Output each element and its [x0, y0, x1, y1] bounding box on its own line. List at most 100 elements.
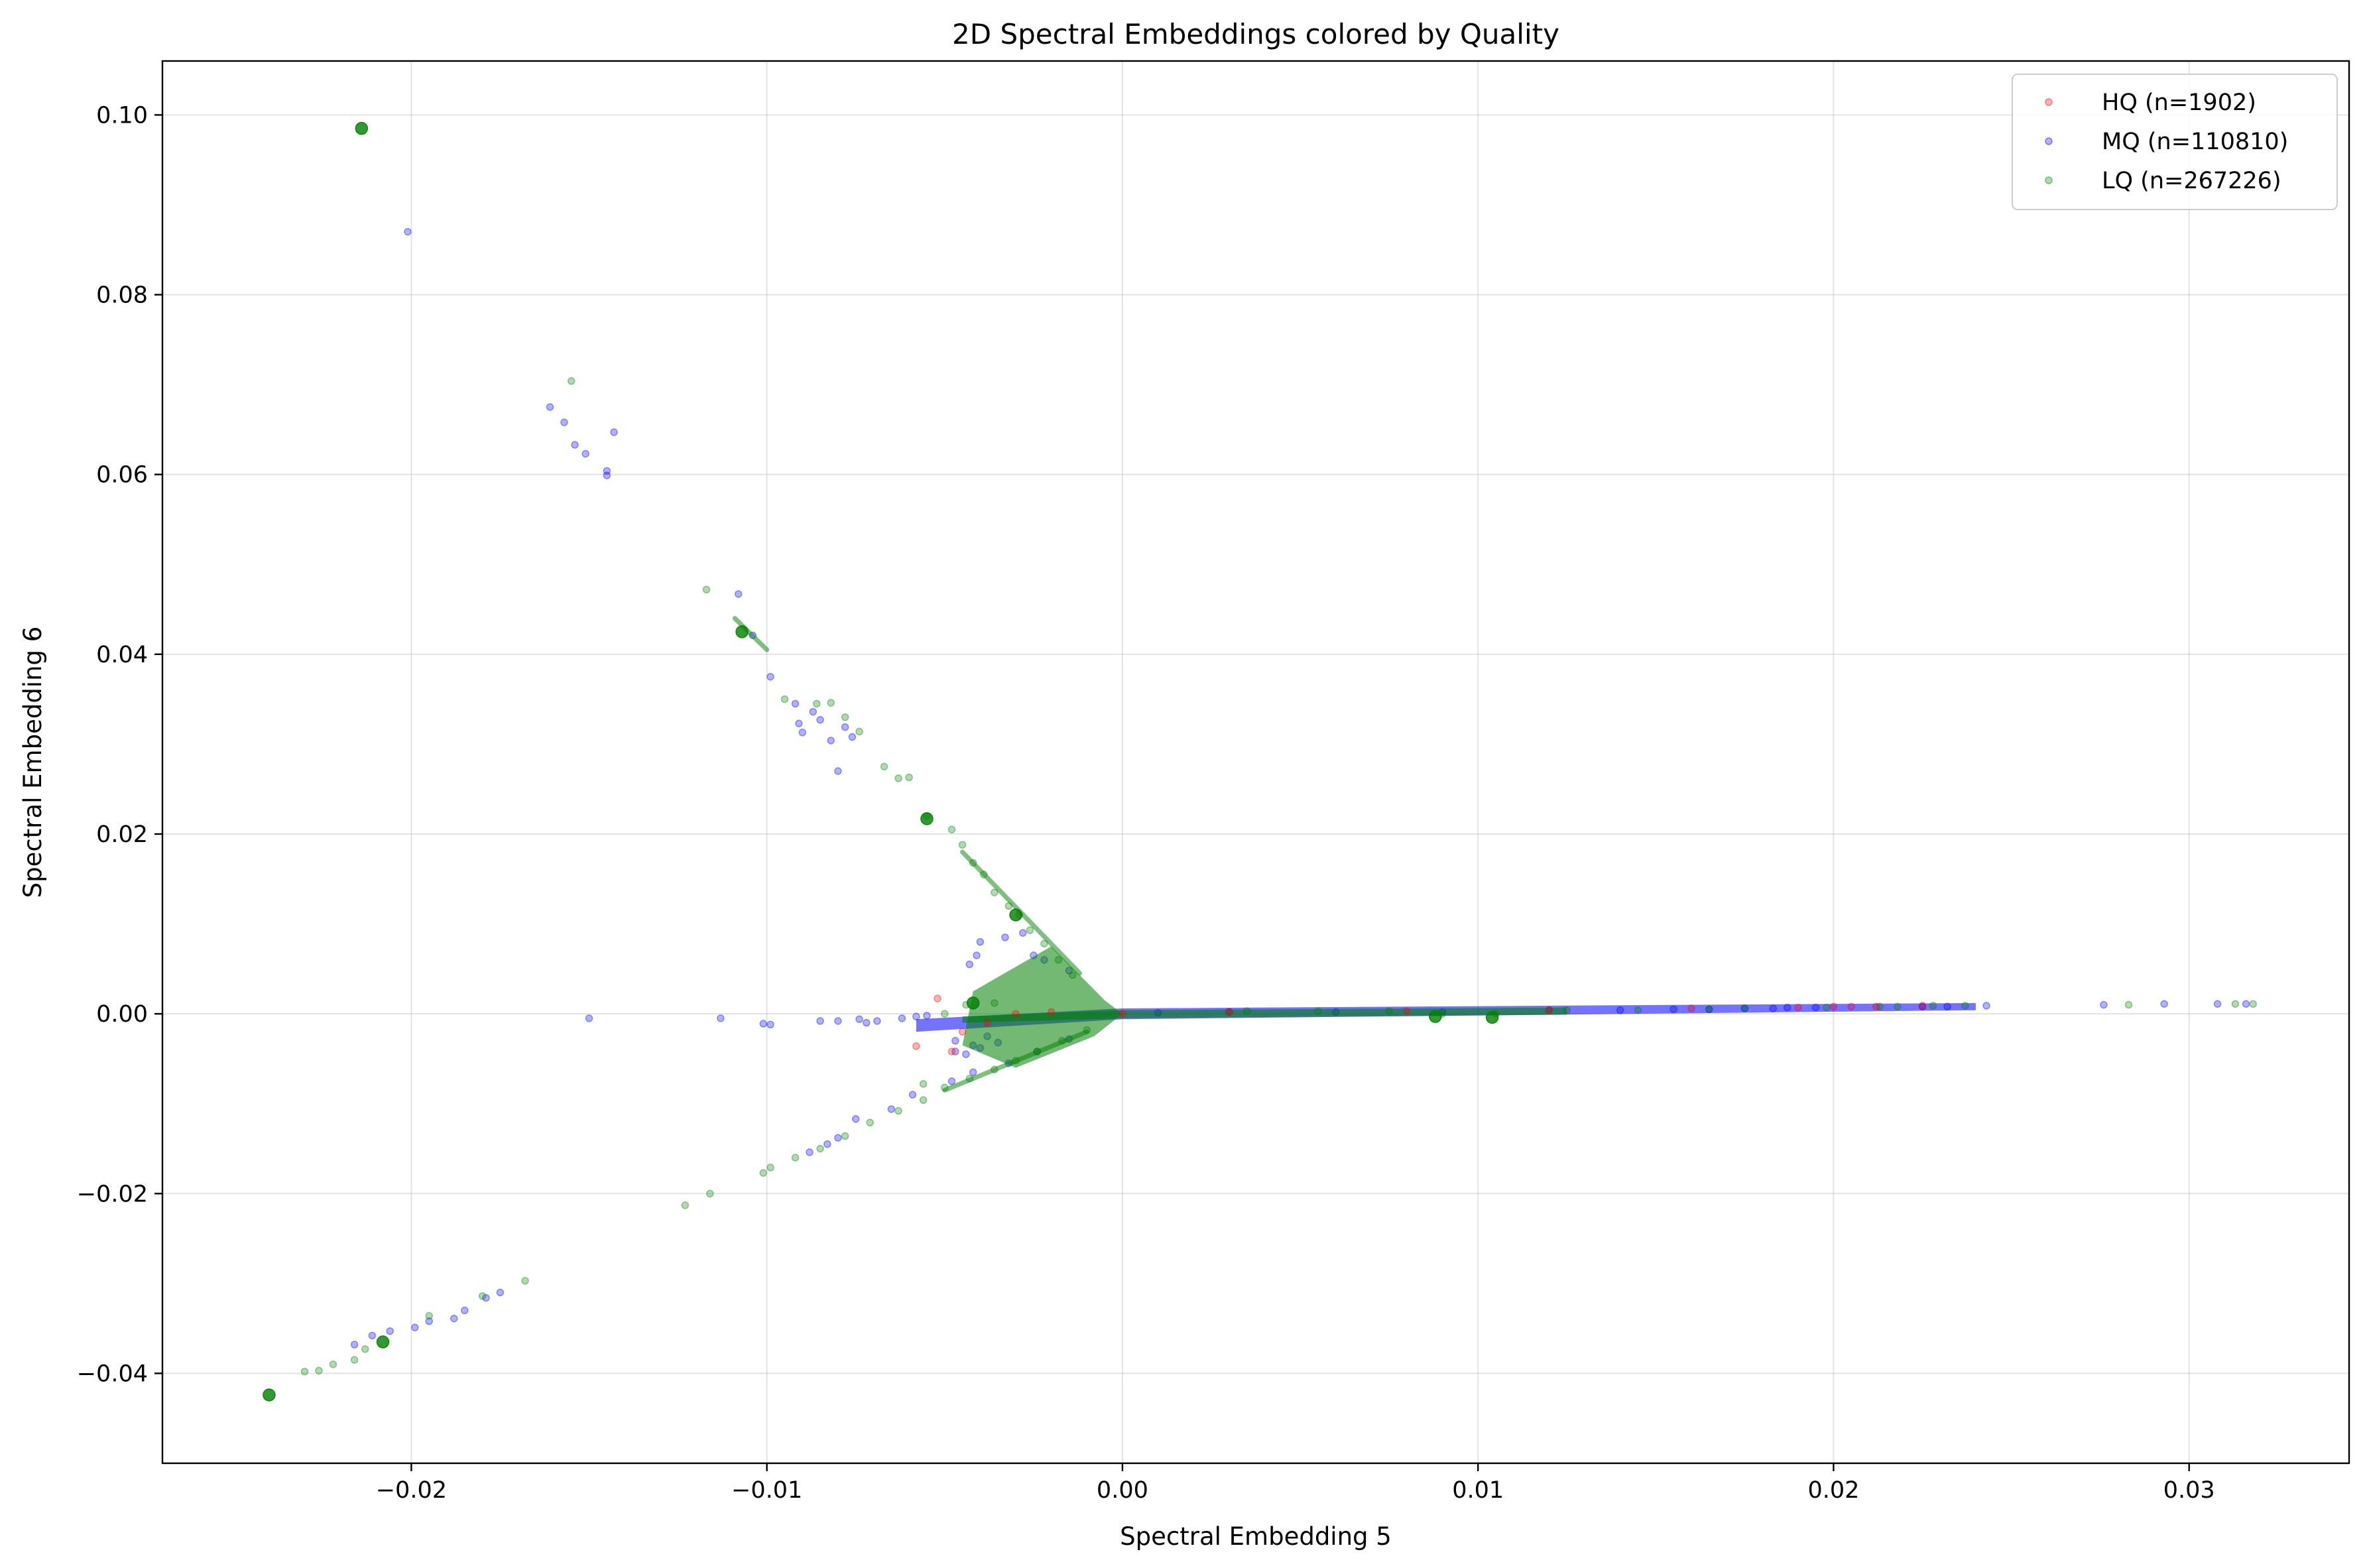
legend-marker: [2045, 176, 2053, 184]
hq-point: [1918, 1002, 1927, 1010]
lq-point: [1243, 1007, 1251, 1015]
x-tick-label: 0.00: [1097, 1477, 1148, 1504]
lq-point: [567, 377, 576, 385]
mq-point: [603, 471, 611, 479]
lq-point: [1961, 1002, 1969, 1010]
lq-point: [1054, 956, 1063, 964]
lq-point: [1740, 1004, 1749, 1012]
x-tick-label: 0.03: [2163, 1477, 2215, 1504]
legend-label: MQ (n=110810): [2102, 129, 2288, 155]
hq-point: [1872, 1002, 1880, 1011]
hq-point: [1012, 1010, 1020, 1018]
mq-point: [1669, 1005, 1677, 1014]
lq-point: [991, 1065, 999, 1073]
hq-point: [983, 1018, 991, 1027]
lq-point: [1069, 971, 1077, 979]
mq-point: [766, 672, 774, 681]
lq-point: [329, 1360, 337, 1368]
mq-point: [585, 1014, 593, 1022]
mq-point: [717, 1014, 725, 1022]
lq-cluster: [735, 625, 749, 638]
hq-point: [934, 995, 941, 1002]
lq-dense-band: [962, 1007, 1567, 1023]
lq-point: [478, 1292, 487, 1300]
mq-point: [951, 1037, 959, 1045]
lq-point: [521, 1277, 529, 1285]
lq-point: [780, 695, 789, 703]
legend-marker: [2045, 137, 2053, 145]
mq-point: [912, 1012, 920, 1020]
lq-point: [827, 699, 835, 707]
mq-point: [951, 1048, 959, 1055]
lq-cluster: [376, 1335, 390, 1349]
mq-point: [834, 1017, 842, 1025]
mq-point: [496, 1288, 505, 1297]
x-tick-label: −0.02: [376, 1477, 447, 1504]
x-tick-label: −0.01: [731, 1477, 802, 1504]
lq-point: [2249, 1000, 2257, 1008]
mq-point: [1783, 1003, 1791, 1012]
lq-point: [1563, 1006, 1571, 1014]
mq-point: [1769, 1004, 1778, 1012]
lq-point: [1894, 1002, 1902, 1011]
lq-point: [791, 1154, 800, 1162]
lq-point: [958, 841, 967, 849]
hq-point: [1687, 1004, 1695, 1012]
lq-point: [1083, 1026, 1091, 1034]
lq-point: [1385, 1007, 1393, 1015]
lq-point: [300, 1367, 309, 1376]
mq-point: [798, 729, 807, 737]
lq-point: [1634, 1006, 1642, 1014]
grid: [162, 61, 2349, 1463]
mq-point: [855, 1015, 863, 1023]
lq-point: [841, 713, 849, 721]
mq-point: [404, 227, 412, 236]
y-tick-label: 0.08: [96, 282, 148, 309]
lq-point: [2231, 1000, 2240, 1008]
mq-point: [560, 418, 568, 426]
mq-point: [1982, 1002, 1990, 1010]
mq-point: [969, 1068, 977, 1076]
lq-point: [1705, 1005, 1713, 1014]
lq-point: [841, 1132, 849, 1140]
mq-point: [1001, 934, 1009, 941]
lq-point: [1929, 1002, 1937, 1010]
lq-point: [880, 762, 888, 771]
ticks: −0.02 −0.01 0.00 0.01 0.02 0.03 −0.04 −0.02 0.00…: [77, 102, 2215, 1504]
y-axis-label: Spectral Embedding 6: [19, 627, 47, 898]
lq-point: [969, 859, 977, 867]
hq-point: [1829, 1002, 1838, 1011]
lq-point: [766, 1164, 774, 1172]
lq-point: [991, 888, 999, 896]
hq-point: [1225, 1008, 1233, 1016]
hq-point: [1794, 1003, 1802, 1012]
lq-cluster: [355, 121, 369, 135]
lq-point: [1040, 939, 1048, 948]
mq-point: [851, 1115, 860, 1123]
lq-point: [905, 773, 913, 782]
mq-point: [461, 1306, 469, 1315]
mq-point: [947, 1077, 956, 1085]
y-tick-label: 0.00: [96, 1001, 148, 1028]
lq-cluster: [1009, 908, 1022, 922]
lq-point: [855, 727, 863, 736]
mq-point: [873, 1017, 881, 1025]
lq-point: [1026, 926, 1034, 934]
hq-point: [1545, 1006, 1553, 1014]
lq-cluster: [1485, 1010, 1499, 1024]
legend-label: HQ (n=1902): [2102, 90, 2256, 116]
lq-point: [361, 1345, 369, 1353]
lq-point: [980, 871, 988, 878]
plot-points: [263, 121, 2257, 1402]
mq-point: [795, 719, 803, 727]
hq-point: [958, 1028, 967, 1036]
mq-point: [834, 1134, 842, 1142]
lq-point: [894, 1107, 902, 1115]
lq-cluster: [263, 1388, 276, 1402]
lq-point: [759, 1169, 768, 1177]
mq-point: [350, 1341, 359, 1349]
mq-point: [759, 1020, 768, 1028]
lq-cluster: [920, 812, 934, 825]
mq-point: [841, 723, 849, 731]
lq-cluster: [966, 996, 980, 1010]
